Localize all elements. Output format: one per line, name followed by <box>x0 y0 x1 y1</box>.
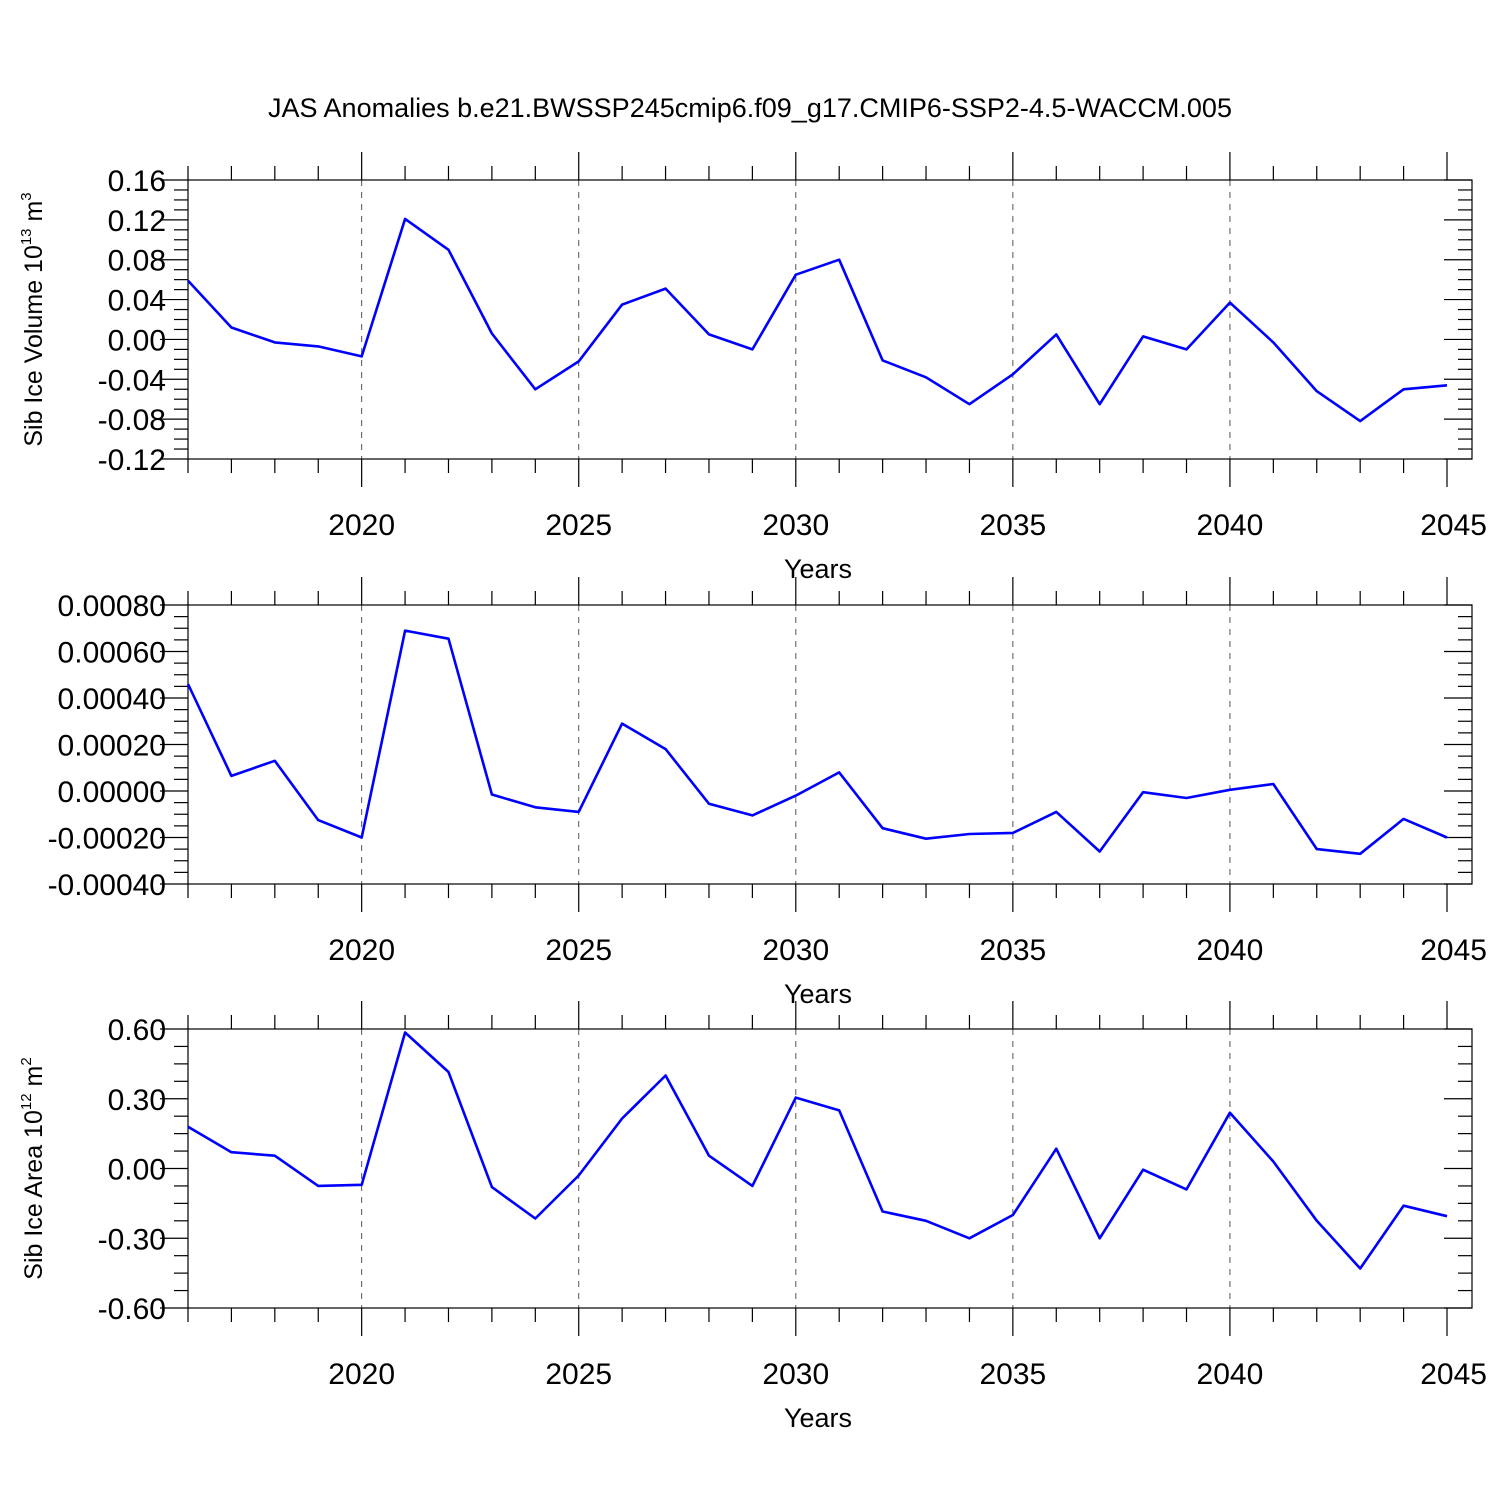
x-tick-label: 2040 <box>1197 934 1264 967</box>
y-tick-label: -0.00020 <box>48 823 166 856</box>
y-tick-label: 0.00040 <box>58 683 166 716</box>
y-tick-label: -0.12 <box>98 444 166 477</box>
y-tick-label: 0.12 <box>108 205 166 238</box>
x-tick-label: 2025 <box>545 509 612 542</box>
y-tick-label: -0.60 <box>98 1293 166 1326</box>
x-tick-label: 2025 <box>545 1358 612 1391</box>
y-tick-label: 0.00060 <box>58 637 166 670</box>
x-tick-label: 2030 <box>762 509 829 542</box>
y-tick-label: -0.04 <box>98 364 166 397</box>
y-axis-label: Sib Ice Volume 1013 m3 <box>18 192 48 446</box>
panel-ice-area: 2020 2025 2030 2035 2040 2045 Years 0.60 0.30 0.0… <box>18 1001 1487 1433</box>
y-axis-label-unit: m <box>20 201 48 229</box>
x-tick-label: 2035 <box>979 934 1046 967</box>
y-tick-label: 0.00 <box>108 324 166 357</box>
y-tick-label: 0.04 <box>108 285 166 318</box>
series-line <box>187 1031 1448 1270</box>
x-tick-label: 2040 <box>1197 1358 1264 1391</box>
x-tick-label: 2030 <box>762 934 829 967</box>
x-tick-label: 2040 <box>1197 509 1264 542</box>
x-tick-label: 2020 <box>328 934 395 967</box>
series-line <box>186 629 1448 856</box>
plot-frame <box>187 179 1473 460</box>
panel-ice-volume: 2020 2025 2030 2035 2040 2045 Years 0.16 0.12 0.0… <box>18 152 1487 584</box>
y-axis-label-unit-exponent: 3 <box>18 192 35 200</box>
x-tick-label: 2025 <box>545 934 612 967</box>
x-tick-label: 2045 <box>1420 934 1487 967</box>
y-axis-label-exponent: 12 <box>18 1093 35 1110</box>
y-tick-label: -0.08 <box>98 404 166 437</box>
y-tick-label: 0.00000 <box>58 776 166 809</box>
y-tick-label: 0.16 <box>108 165 166 198</box>
x-tick-label: 2045 <box>1420 1358 1487 1391</box>
y-axis-label-unit: m <box>20 1066 48 1094</box>
x-tick-label: 2020 <box>328 509 395 542</box>
y-tick-label: -0.30 <box>98 1223 166 1256</box>
x-axis-label: Years <box>784 979 852 1009</box>
y-axis-label-main: Sib Ice Volume 10 <box>20 245 48 447</box>
y-tick-label: 0.60 <box>108 1014 166 1047</box>
x-tick-label: 2045 <box>1420 509 1487 542</box>
y-tick-label: -0.00040 <box>48 869 166 902</box>
y-axis-label-main: Sib Ice Area 10 <box>20 1110 48 1280</box>
y-axis-label-exponent: 13 <box>18 228 35 245</box>
y-axis-label: Sib Ice Area 1012 m2 <box>18 1057 48 1279</box>
y-tick-label: 0.00020 <box>58 730 166 763</box>
y-tick-label: 0.08 <box>108 245 166 278</box>
y-tick-label: 0.00 <box>108 1154 166 1187</box>
x-axis-label: Years <box>784 1403 852 1433</box>
x-tick-label: 2030 <box>762 1358 829 1391</box>
panel-middle-series: 2020 2025 2030 2035 2040 2045 Years 0.00080 0.00… <box>48 577 1487 1009</box>
x-tick-label: 2020 <box>328 1358 395 1391</box>
series-line <box>187 217 1448 423</box>
x-axis-label: Years <box>784 554 852 584</box>
y-tick-label: 0.00080 <box>58 590 166 623</box>
y-tick-label: 0.30 <box>108 1084 166 1117</box>
x-tick-label: 2035 <box>979 509 1046 542</box>
figure-title: JAS Anomalies b.e21.BWSSP245cmip6.f09_g1… <box>268 93 1232 123</box>
y-axis-label-unit-exponent: 2 <box>18 1057 35 1065</box>
x-tick-label: 2035 <box>979 1358 1046 1391</box>
